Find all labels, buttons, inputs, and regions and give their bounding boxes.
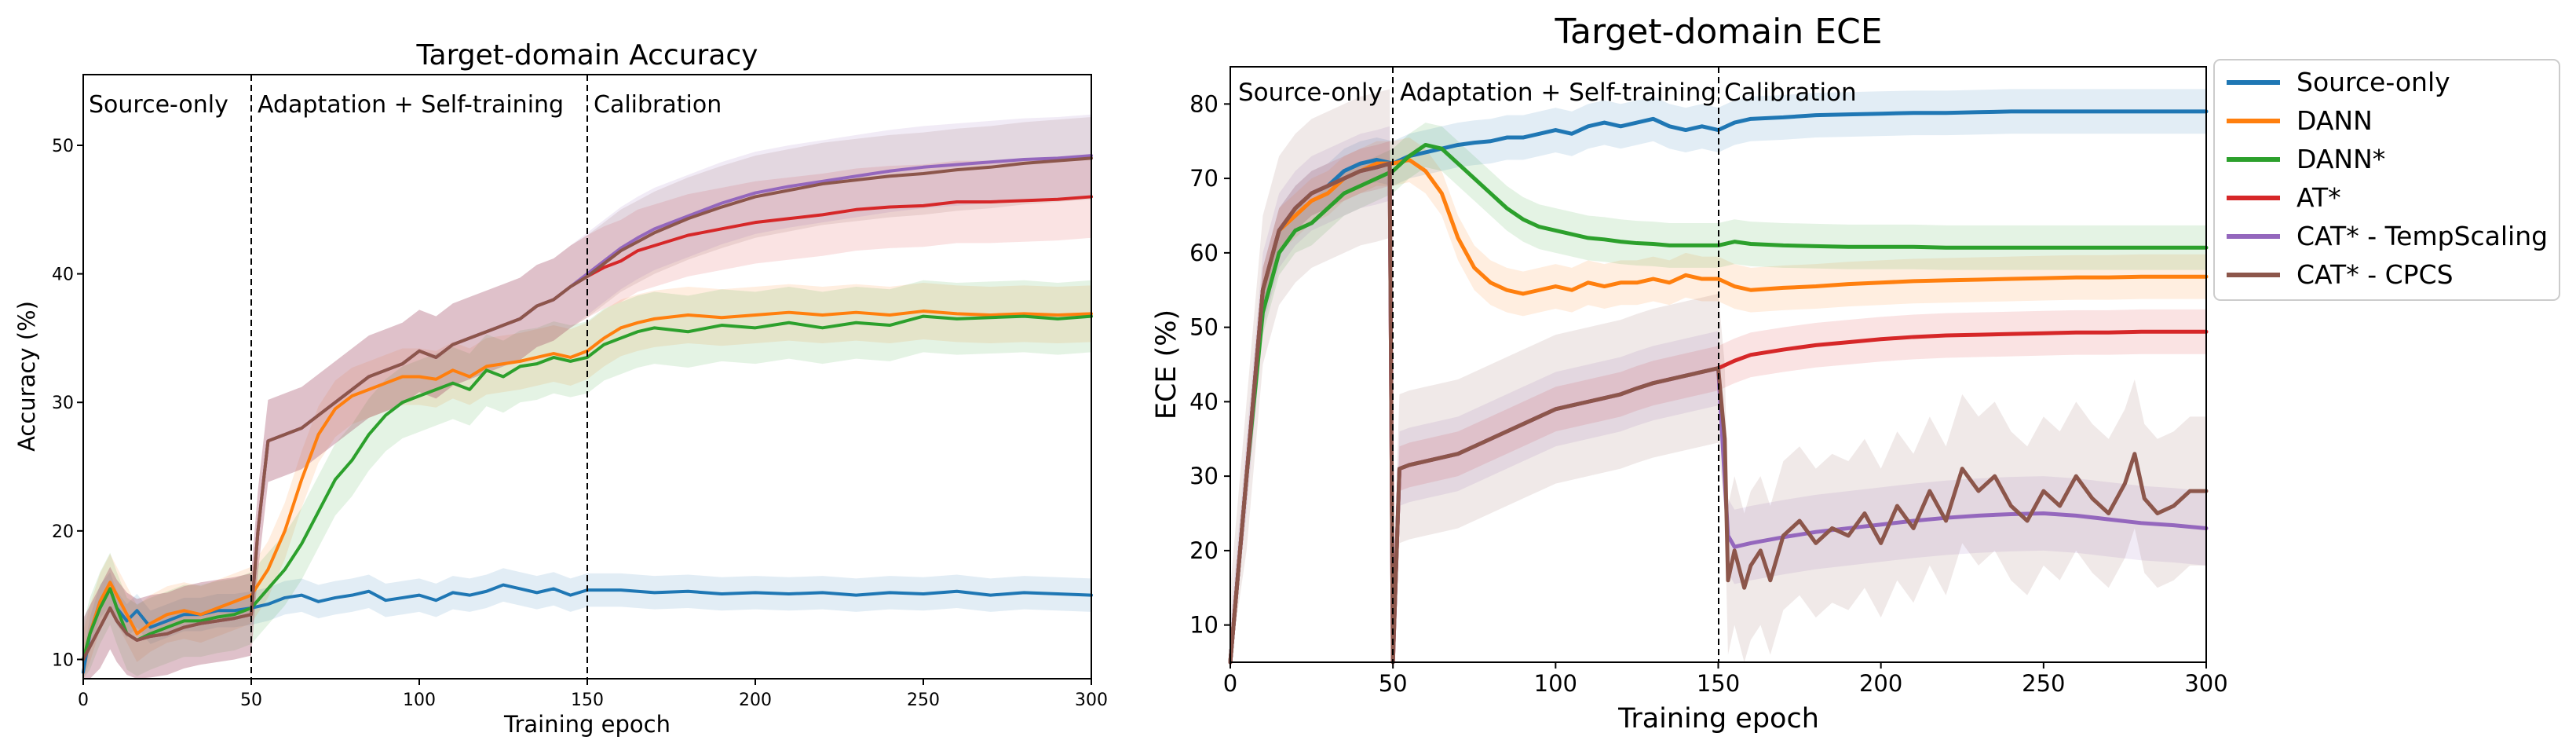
accuracy-phase-adaptation: Adaptation + Self-training (258, 91, 564, 119)
ece-y-tick-label: 10 (1189, 612, 1219, 639)
accuracy-line-dann (82, 314, 1093, 661)
accuracy-x-tick-label: 150 (571, 691, 604, 710)
ece-x-ticks: 0 50 100 150 200 250 300 (1223, 662, 2228, 697)
ece-y-tick-label: 70 (1189, 165, 1219, 192)
accuracy-x-label: Training epoch (503, 711, 670, 738)
accuracy-band-source-only (83, 568, 1091, 679)
accuracy-line-source-only (82, 583, 1093, 674)
ece-x-tick-label: 200 (1859, 670, 1902, 697)
ece-y-label: ECE (%) (1151, 310, 1182, 419)
accuracy-y-tick-label: 10 (52, 650, 74, 670)
accuracy-y-tick-label: 20 (52, 522, 74, 542)
accuracy-x-tick-label: 250 (907, 691, 940, 710)
ece-x-label: Training epoch (1617, 703, 1819, 735)
ece-lines (1228, 109, 2209, 665)
accuracy-lines (82, 154, 1093, 674)
ece-x-tick-label: 250 (2022, 670, 2065, 697)
accuracy-x-tick-label: 200 (739, 691, 772, 710)
ece-y-ticks: 10 20 30 40 50 60 70 80 (1189, 90, 1230, 639)
accuracy-x-tick-label: 300 (1075, 691, 1108, 710)
ece-x-tick-label: 0 (1223, 670, 1237, 697)
accuracy-phase-source-only: Source-only (89, 91, 228, 119)
ece-x-tick-label: 300 (2184, 670, 2227, 697)
legend-label-cat-cpcs: CAT* - CPCS (2296, 259, 2454, 290)
legend: Source-only DANN DANN* AT* CAT* - TempScalin… (2213, 59, 2560, 301)
legend-box (2213, 59, 2560, 301)
ece-line-source-only (1228, 109, 2209, 665)
ece-y-tick-label: 30 (1189, 463, 1219, 489)
accuracy-band-dann (83, 280, 1091, 679)
ece-y-tick-label: 50 (1189, 314, 1219, 341)
accuracy-y-tick-label: 50 (52, 137, 74, 156)
accuracy-x-tick-label: 100 (403, 691, 436, 710)
accuracy-phase-calibration: Calibration (594, 91, 722, 119)
legend-label-dann: DANN (2296, 105, 2373, 136)
accuracy-y-tick-label: 30 (52, 394, 74, 413)
accuracy-x-tick-label: 50 (240, 691, 262, 710)
ece-x-tick-label: 50 (1379, 670, 1408, 697)
ece-y-tick-label: 60 (1189, 240, 1219, 266)
ece-line-cat-cpcs (1228, 161, 2209, 665)
ece-phase-adaptation: Adaptation + Self-training (1400, 79, 1716, 107)
accuracy-band-dann (83, 283, 1091, 679)
accuracy-y-tick-label: 40 (52, 266, 74, 285)
ece-phase-source-only: Source-only (1238, 79, 1383, 107)
ece-band-dann (1230, 123, 2206, 662)
ece-chart: Target-domain ECE Source-only Adaptation… (1151, 12, 2228, 735)
ece-line-dann (1228, 142, 2209, 665)
legend-label-dann: DANN* (2296, 144, 2385, 174)
ece-phase-calibration: Calibration (1724, 79, 1857, 107)
ece-y-tick-label: 40 (1189, 388, 1219, 415)
ece-y-tick-label: 20 (1189, 537, 1219, 564)
ece-y-tick-label: 80 (1189, 90, 1219, 117)
accuracy-x-ticks: 0 50 100 150 200 250 300 (78, 679, 1108, 710)
legend-label-source-only: Source-only (2296, 67, 2450, 97)
accuracy-x-tick-label: 0 (78, 691, 89, 710)
accuracy-chart-title: Target-domain Accuracy (416, 39, 758, 71)
accuracy-y-label: Accuracy (%) (13, 301, 40, 452)
ece-x-tick-label: 150 (1697, 670, 1740, 697)
accuracy-chart: Target-domain Accuracy Source-only Adapt… (13, 39, 1108, 738)
accuracy-line-dann (82, 310, 1093, 661)
legend-label-at: AT* (2296, 182, 2341, 213)
accuracy-line-cat-cpcs (82, 156, 1093, 661)
ece-x-tick-label: 100 (1534, 670, 1577, 697)
legend-label-cat-tempscaling: CAT* - TempScaling (2296, 221, 2548, 251)
ece-chart-title: Target-domain ECE (1554, 12, 1882, 52)
accuracy-y-ticks: 10 20 30 40 50 (52, 137, 83, 670)
